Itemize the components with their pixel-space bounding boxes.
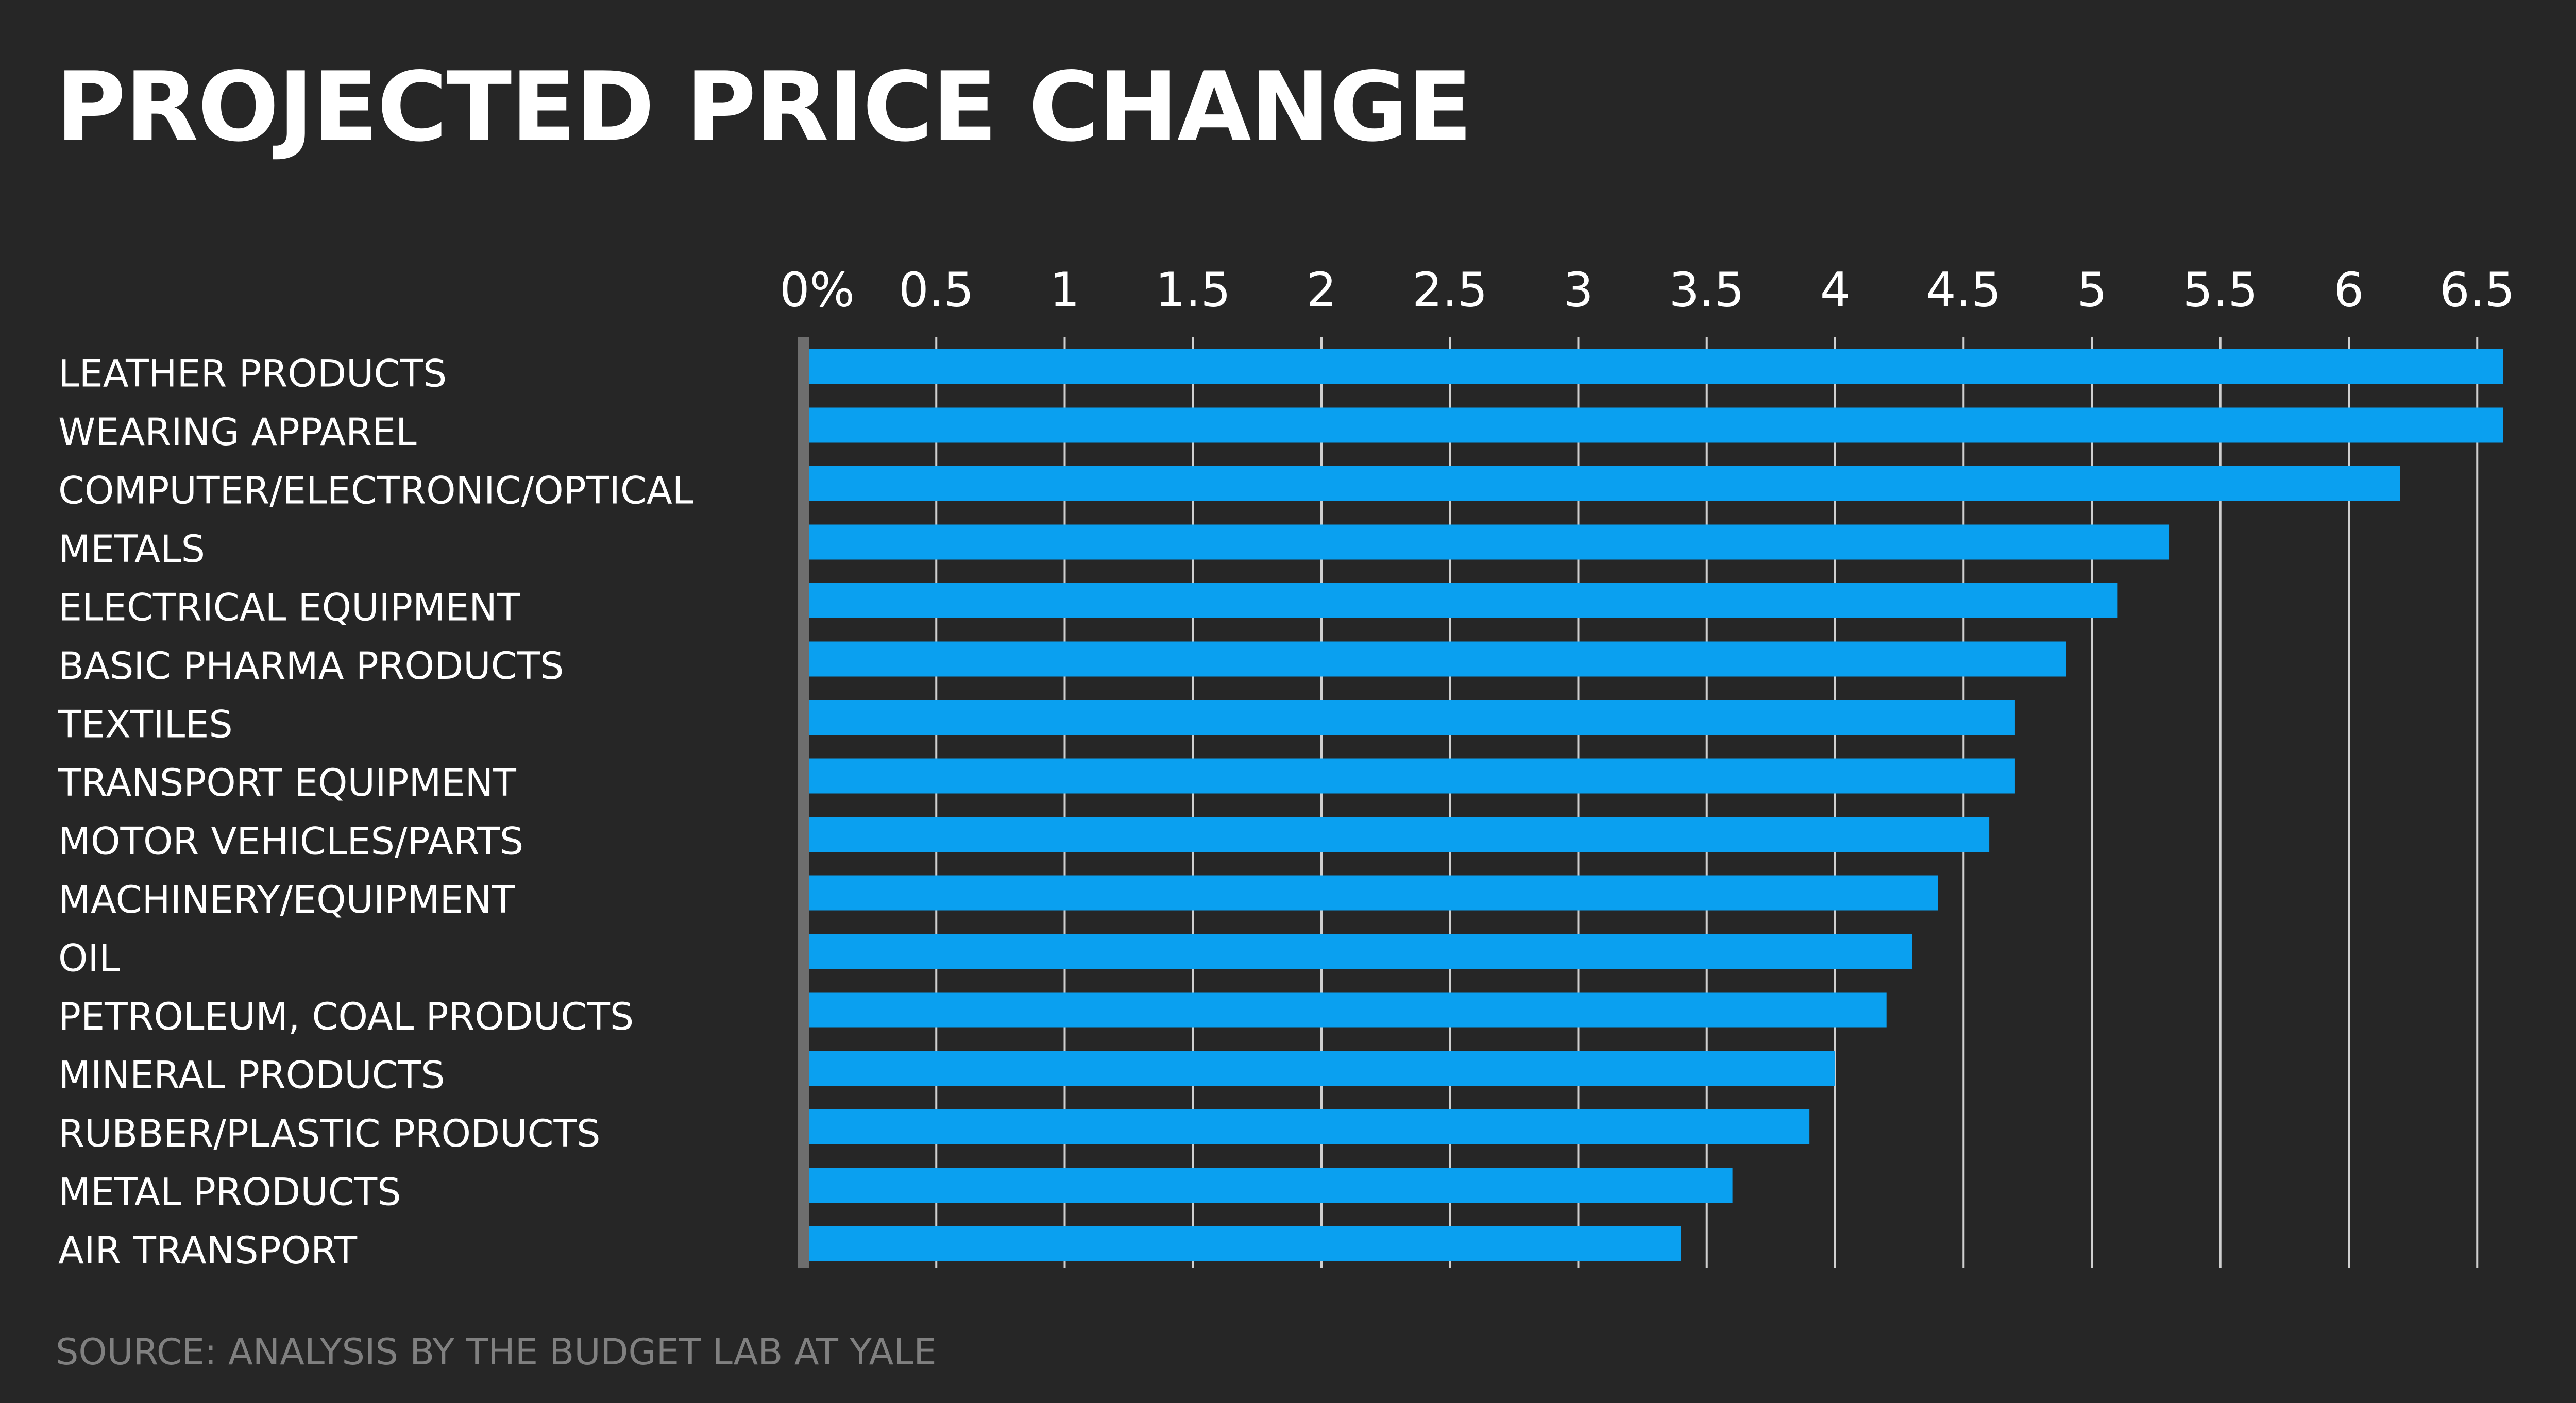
bar	[808, 641, 2066, 677]
category-label: MOTOR VEHICLES/PARTS	[58, 820, 523, 864]
bar	[808, 1168, 1733, 1203]
category-label: MINERAL PRODUCTS	[58, 1054, 445, 1098]
x-tick-label: 0%	[779, 263, 855, 318]
bar	[808, 817, 1990, 852]
bar	[808, 934, 1912, 969]
bar	[808, 407, 2503, 443]
category-label: PETROLEUM, COAL PRODUCTS	[58, 995, 634, 1039]
category-label: COMPUTER/ELECTRONIC/OPTICAL	[58, 469, 693, 513]
bar	[808, 992, 1887, 1028]
x-tick-label: 2.5	[1412, 263, 1487, 318]
category-label: TRANSPORT EQUIPMENT	[58, 761, 516, 805]
bar	[808, 875, 1938, 911]
x-tick-label: 2	[1307, 263, 1337, 318]
bar	[808, 466, 2400, 501]
x-tick-label: 3.5	[1669, 263, 1744, 318]
y-axis-line	[798, 337, 809, 1268]
bar	[808, 758, 2015, 794]
bar	[808, 1226, 1681, 1261]
category-label: RUBBER/PLASTIC PRODUCTS	[58, 1112, 600, 1156]
category-label: OIL	[58, 937, 120, 981]
category-label: AIR TRANSPORT	[58, 1229, 358, 1273]
x-tick-label: 4	[1820, 263, 1851, 318]
bar	[808, 524, 2170, 560]
x-tick-label: 0.5	[899, 263, 974, 318]
bar	[808, 349, 2503, 384]
category-label: METAL PRODUCTS	[58, 1171, 401, 1214]
x-tick-label: 4.5	[1926, 263, 2001, 318]
bar	[808, 1109, 1810, 1144]
x-tick-label: 3	[1563, 263, 1594, 318]
x-tick-label: 1.5	[1156, 263, 1231, 318]
x-tick-label: 5	[2077, 263, 2107, 318]
x-tick-label: 1	[1049, 263, 1080, 318]
source-note: SOURCE: ANALYSIS BY THE BUDGET LAB AT YA…	[56, 1331, 937, 1373]
category-label: MACHINERY/EQUIPMENT	[58, 878, 515, 922]
category-label: BASIC PHARMA PRODUCTS	[58, 644, 564, 688]
category-label: LEATHER PRODUCTS	[58, 352, 447, 396]
category-label: WEARING APPAREL	[58, 410, 417, 454]
x-tick-label: 6	[2334, 263, 2364, 318]
category-label: TEXTILES	[58, 703, 233, 747]
x-tick-label: 5.5	[2183, 263, 2258, 318]
bar	[808, 700, 2015, 735]
category-label: ELECTRICAL EQUIPMENT	[58, 586, 520, 630]
bar	[808, 1051, 1835, 1086]
chart-title: PROJECTED PRICE CHANGE	[56, 51, 1472, 163]
bar	[808, 583, 2118, 618]
category-label: METALS	[58, 527, 205, 571]
x-tick-label: 6.5	[2439, 263, 2515, 318]
